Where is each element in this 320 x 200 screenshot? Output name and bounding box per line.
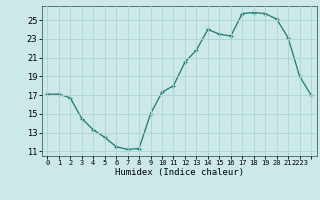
X-axis label: Humidex (Indice chaleur): Humidex (Indice chaleur) (115, 168, 244, 177)
